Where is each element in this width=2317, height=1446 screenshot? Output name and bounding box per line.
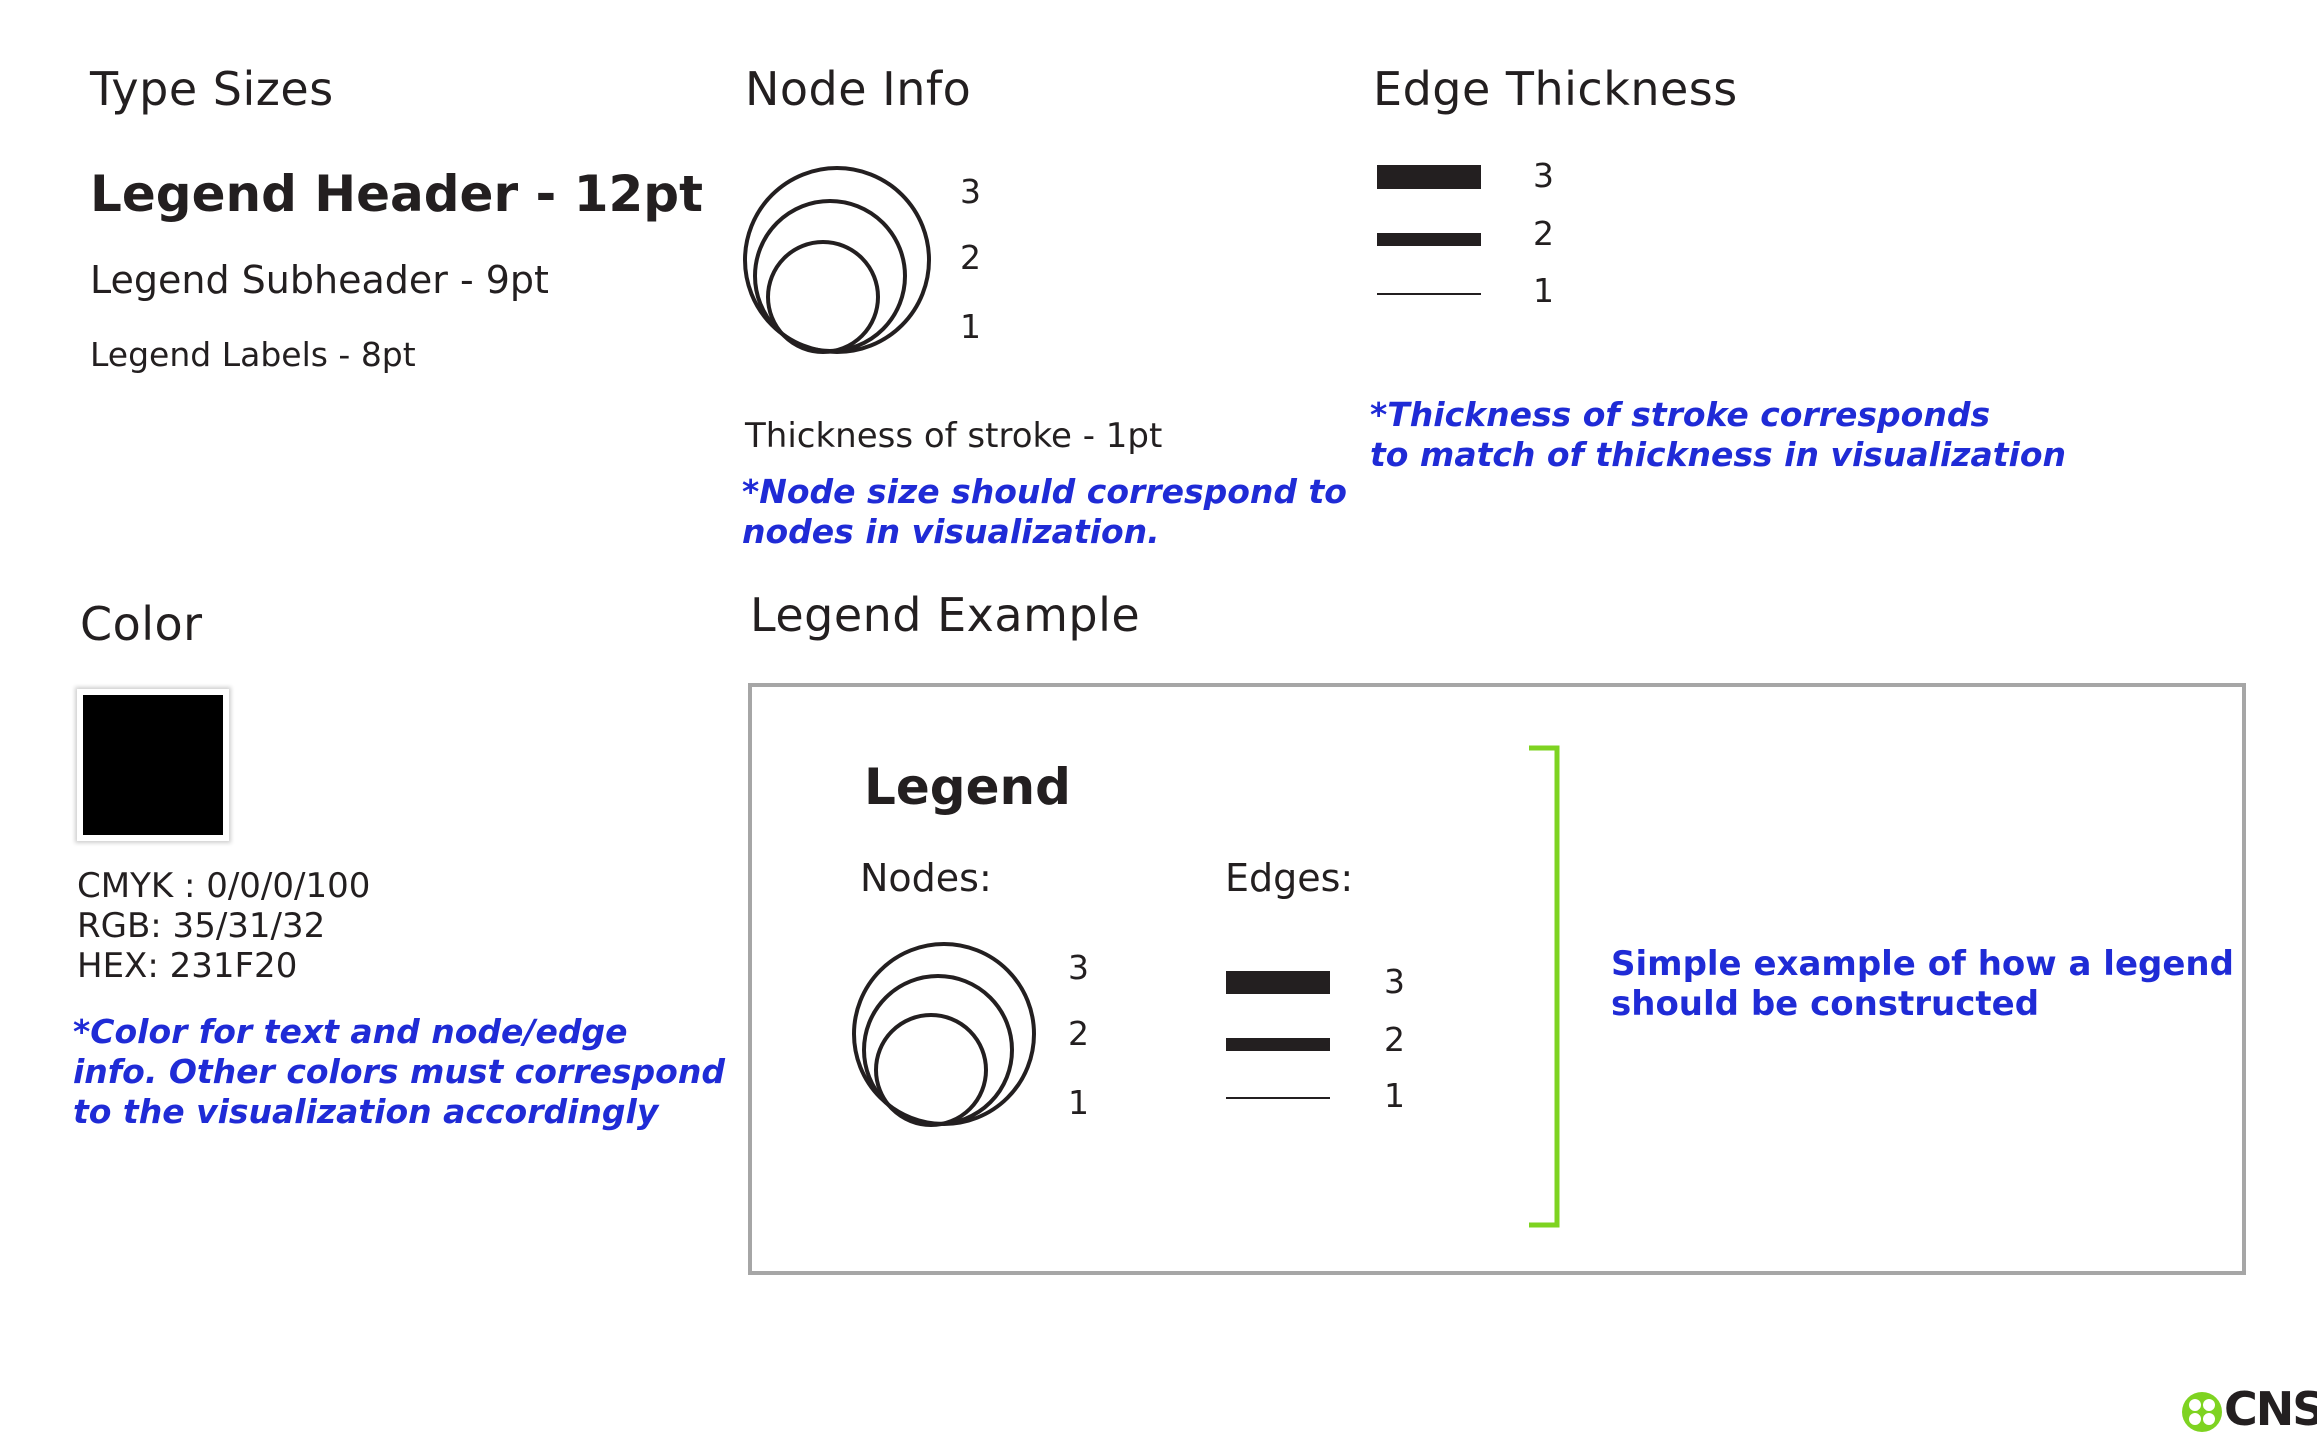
edge-line-1 — [1377, 293, 1481, 295]
legend-edge-line-2 — [1226, 1038, 1330, 1051]
cns-logo: CNS — [2180, 1382, 2317, 1436]
legend-example-box — [748, 683, 2246, 1275]
legend-edge-line-1 — [1226, 1097, 1330, 1099]
legend-edge-label-3: 3 — [1384, 962, 1405, 1001]
nodes-label: Nodes: — [860, 856, 992, 900]
cmyk-value: CMYK : 0/0/0/100 — [77, 866, 371, 906]
edge-thickness-title: Edge Thickness — [1373, 62, 1738, 116]
legend-edge-label-1: 1 — [1384, 1076, 1405, 1115]
color-swatch — [77, 689, 229, 841]
cns-logo-mark-icon — [2182, 1392, 2222, 1432]
node-label-2: 2 — [960, 238, 981, 277]
legend-description-line-2: should be constructed — [1611, 984, 2040, 1024]
legend-node-label-2: 2 — [1068, 1014, 1089, 1053]
bracket-line — [1529, 745, 1560, 1228]
stroke-thickness-text: Thickness of stroke - 1pt — [745, 416, 1163, 456]
legend-node-circle-small — [874, 1013, 988, 1127]
type-sizes-title: Type Sizes — [90, 62, 334, 116]
hex-value: HEX: 231F20 — [77, 946, 298, 986]
edge-line-3 — [1377, 165, 1481, 189]
legend-node-circles — [852, 942, 1036, 1127]
legend-edge-lines — [1226, 971, 1330, 1099]
legend-node-label-3: 3 — [1068, 948, 1089, 987]
legend-edge-label-2: 2 — [1384, 1020, 1405, 1059]
edges-label: Edges: — [1225, 856, 1354, 900]
legend-bracket — [1529, 745, 1560, 1228]
color-title: Color — [80, 597, 203, 651]
legend-description-line-1: Simple example of how a legend — [1611, 944, 2234, 984]
node-circle-small — [766, 240, 880, 354]
node-size-circles — [743, 166, 931, 354]
legend-example-title: Legend Example — [750, 588, 1141, 642]
legend-edge-line-3 — [1226, 971, 1330, 994]
legend-header-sample: Legend Header - 12pt — [90, 165, 703, 223]
color-note-line-1: *Color for text and node/edge — [73, 1012, 628, 1051]
edge-line-2 — [1377, 233, 1481, 246]
legend-title: Legend — [864, 758, 1071, 816]
rgb-value: RGB: 35/31/32 — [77, 906, 326, 946]
node-label-1: 1 — [960, 307, 981, 346]
edge-lines — [1377, 165, 1481, 295]
edge-label-2: 2 — [1533, 214, 1554, 253]
node-note-line-2: nodes in visualization. — [742, 512, 1160, 551]
node-info-title: Node Info — [745, 62, 972, 116]
edge-label-1: 1 — [1533, 271, 1554, 310]
edge-note-line-2: to match of thickness in visualization — [1370, 435, 2067, 474]
color-note-line-2: info. Other colors must correspond — [73, 1052, 725, 1091]
legend-subheader-sample: Legend Subheader - 9pt — [90, 258, 549, 302]
edge-note-line-1: *Thickness of stroke corresponds — [1370, 395, 1991, 434]
node-label-3: 3 — [960, 172, 981, 211]
color-note-line-3: to the visualization accordingly — [73, 1092, 659, 1131]
legend-labels-sample: Legend Labels - 8pt — [90, 335, 416, 374]
node-note-line-1: *Node size should correspond to — [742, 472, 1347, 511]
edge-label-3: 3 — [1533, 156, 1554, 195]
cns-logo-text: CNS — [2224, 1382, 2317, 1436]
legend-node-label-1: 1 — [1068, 1083, 1089, 1122]
